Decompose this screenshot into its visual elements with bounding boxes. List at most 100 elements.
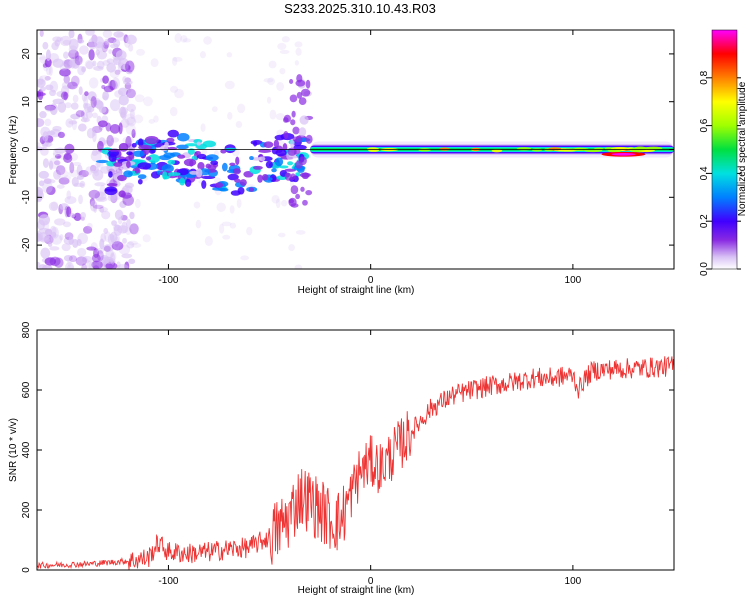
noise-blob: [174, 88, 184, 99]
noise-blob: [134, 198, 141, 209]
scatter-blob: [137, 162, 152, 170]
noise-blob: [63, 153, 73, 164]
noise-blob: [51, 42, 59, 51]
noise-blob: [77, 247, 87, 257]
noise-blob: [229, 205, 235, 214]
noise-blob: [227, 111, 233, 120]
noise-blob: [66, 190, 72, 200]
snr-x-tick-label: 0: [368, 576, 374, 587]
noise-blob: [89, 166, 99, 174]
noise-blob: [43, 178, 56, 184]
noise-blob: [87, 105, 95, 113]
scatter-blob: [253, 165, 263, 170]
carrier-blob: [491, 149, 503, 153]
scatter-blob: [305, 79, 311, 89]
noise-blob: [44, 105, 56, 113]
noise-blob: [169, 106, 178, 117]
noise-blob: [90, 96, 97, 108]
noise-blob: [37, 118, 45, 128]
noise-blob: [124, 182, 135, 189]
scatter-blob: [108, 171, 113, 178]
scatter-blob: [248, 187, 255, 192]
scatter-blob: [197, 162, 205, 171]
noise-blob: [281, 199, 288, 207]
noise-blob: [45, 84, 54, 91]
scatter-blob: [219, 187, 229, 192]
noise-blob: [83, 226, 93, 234]
scatter-blob: [227, 173, 239, 181]
noise-blob: [113, 31, 124, 38]
scatter-blob: [294, 160, 303, 169]
noise-blob: [119, 200, 127, 209]
spectrogram-y-tick-label: -10: [21, 190, 32, 205]
noise-blob: [44, 257, 57, 266]
noise-blob: [39, 111, 47, 119]
scatter-blob: [176, 132, 190, 142]
noise-blob: [92, 204, 104, 209]
noise-blob: [117, 87, 129, 96]
noise-blob: [70, 113, 81, 120]
noise-blob: [105, 262, 118, 269]
noise-blob: [67, 256, 72, 268]
noise-blob: [174, 33, 182, 43]
noise-blob: [133, 114, 144, 124]
noise-blob: [71, 119, 77, 131]
noise-blob: [193, 201, 201, 209]
scatter-blob: [230, 190, 241, 196]
noise-blob: [102, 75, 109, 84]
snr-y-tick-label: 200: [21, 501, 32, 518]
scatter-blob: [162, 171, 168, 180]
scatter-blob: [205, 154, 219, 162]
scatter-blob: [249, 156, 254, 161]
scatter-blob: [302, 199, 308, 206]
scatter-blob: [126, 151, 133, 156]
noise-blob: [103, 85, 114, 93]
noise-blob: [111, 77, 120, 90]
noise-blob: [201, 149, 208, 154]
noise-blob: [100, 166, 112, 174]
noise-blob: [126, 218, 131, 229]
noise-blob: [91, 253, 101, 263]
scatter-blob: [235, 156, 240, 166]
scatter-blob: [305, 190, 313, 196]
scatter-blob: [137, 138, 144, 147]
noise-blob: [42, 158, 49, 168]
noise-blob: [80, 117, 90, 123]
noise-blob: [118, 166, 124, 171]
scatter-blob: [106, 183, 118, 187]
noise-blob: [128, 258, 136, 265]
scatter-blob: [298, 97, 307, 105]
noise-blob: [295, 230, 306, 235]
noise-blob: [81, 263, 88, 269]
noise-blob: [69, 255, 77, 263]
noise-blob: [67, 81, 78, 90]
noise-blob: [74, 55, 83, 66]
noise-blob: [103, 227, 109, 235]
noise-blob: [62, 221, 72, 228]
noise-blob: [89, 200, 98, 212]
noise-blob: [96, 247, 104, 254]
scatter-blob: [266, 177, 273, 181]
noise-blob: [48, 160, 54, 170]
scatter-blob: [126, 160, 131, 169]
noise-blob: [59, 203, 69, 211]
noise-blob: [86, 261, 94, 269]
noise-blob: [85, 30, 95, 36]
noise-blob: [81, 255, 93, 263]
noise-blob: [70, 102, 79, 110]
scatter-blob: [221, 162, 228, 172]
carrier-blob: [608, 149, 622, 153]
chart-title: S233.2025.310.10.43.R03: [284, 1, 436, 16]
noise-blob: [92, 112, 98, 119]
scatter-blob: [300, 186, 305, 192]
noise-blob: [121, 221, 128, 234]
snr-series-line: [37, 356, 674, 570]
noise-blob: [42, 181, 53, 194]
noise-blob: [118, 122, 123, 135]
noise-blob: [47, 241, 53, 248]
noise-blob: [110, 234, 121, 245]
scatter-blob: [177, 154, 186, 159]
noise-blob: [84, 91, 89, 97]
noise-blob: [86, 246, 97, 251]
noise-blob: [68, 236, 74, 246]
